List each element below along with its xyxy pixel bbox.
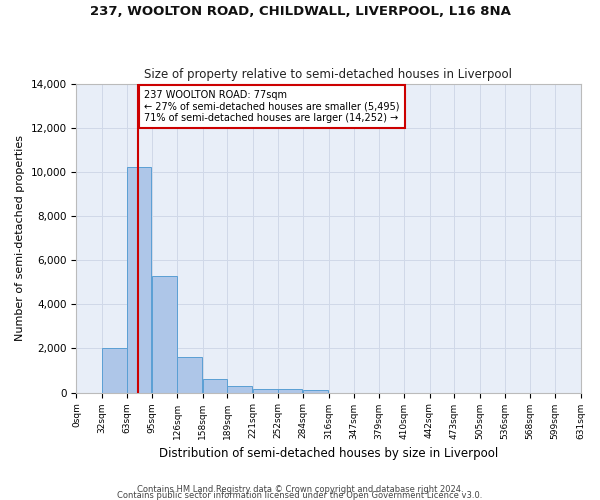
Bar	[303, 390, 328, 392]
Bar	[203, 379, 227, 392]
Text: Contains public sector information licensed under the Open Government Licence v3: Contains public sector information licen…	[118, 490, 482, 500]
Bar	[152, 276, 177, 392]
Text: 237, WOOLTON ROAD, CHILDWALL, LIVERPOOL, L16 8NA: 237, WOOLTON ROAD, CHILDWALL, LIVERPOOL,…	[89, 5, 511, 18]
Bar	[253, 388, 278, 392]
Bar	[177, 358, 202, 392]
Text: Contains HM Land Registry data © Crown copyright and database right 2024.: Contains HM Land Registry data © Crown c…	[137, 484, 463, 494]
Title: Size of property relative to semi-detached houses in Liverpool: Size of property relative to semi-detach…	[145, 68, 512, 81]
Bar	[127, 168, 151, 392]
Bar	[102, 348, 127, 393]
X-axis label: Distribution of semi-detached houses by size in Liverpool: Distribution of semi-detached houses by …	[159, 447, 498, 460]
Bar	[227, 386, 252, 392]
Bar	[278, 389, 302, 392]
Y-axis label: Number of semi-detached properties: Number of semi-detached properties	[15, 135, 25, 341]
Text: 237 WOOLTON ROAD: 77sqm
← 27% of semi-detached houses are smaller (5,495)
71% of: 237 WOOLTON ROAD: 77sqm ← 27% of semi-de…	[145, 90, 400, 124]
